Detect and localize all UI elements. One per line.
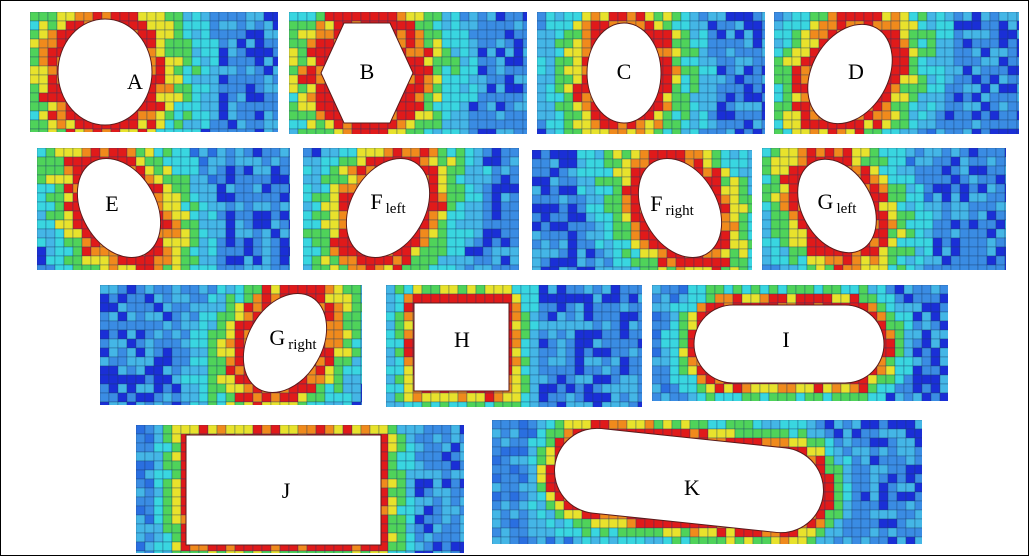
panel-label-letter: J: [281, 478, 291, 503]
stress-panel-b: B: [289, 12, 527, 134]
panel-label-subscript: left: [385, 201, 406, 217]
stress-panel-h: H: [386, 285, 642, 407]
mesh-contour-c: [537, 12, 765, 134]
mesh-contour-gr: [100, 285, 362, 405]
cutout-hole: [185, 434, 382, 546]
panel-label-letter: G: [269, 325, 286, 350]
cutout-hole: [76, 158, 162, 258]
cutout-hole: [413, 302, 510, 392]
mesh-contour-i: [652, 285, 948, 401]
panel-label-letter: I: [782, 327, 790, 352]
stress-panel-d: D: [774, 12, 1019, 134]
panel-label-letter: G: [817, 189, 834, 214]
stress-panel-e: E: [37, 148, 290, 270]
cutout-hole: [797, 158, 877, 254]
panel-label-subscript: right: [665, 203, 694, 219]
cutout-hole: [345, 158, 431, 258]
panel-label: E: [105, 193, 118, 215]
mesh-contour-fr: [532, 150, 752, 270]
stress-panel-j: J: [136, 425, 464, 553]
panel-label-letter: K: [684, 475, 700, 500]
cutout-hole: [57, 18, 153, 126]
panel-label-letter: H: [454, 327, 470, 352]
stress-panel-a: A: [30, 12, 278, 132]
cutout-hole: [637, 158, 723, 258]
mesh-contour-k: [492, 420, 922, 544]
cutout-hole: [242, 293, 328, 393]
cutout-hole: [320, 22, 414, 124]
panel-label-letter: F: [370, 189, 383, 214]
panel-label: C: [617, 61, 632, 83]
mesh-contour-d: [774, 12, 1019, 134]
panel-label: B: [360, 61, 375, 83]
mesh-contour-j: [136, 425, 464, 553]
panel-label-subscript: left: [836, 201, 857, 217]
cutout-hole: [807, 23, 893, 125]
cutout-hole: [586, 22, 662, 124]
mesh-contour-h: [386, 285, 642, 407]
cutout-hole: [693, 304, 885, 384]
panel-label: A: [127, 71, 143, 93]
cutout-hole: [554, 427, 824, 534]
stress-panel-c: C: [537, 12, 765, 134]
mesh-contour-a: [30, 12, 278, 132]
panel-label: H: [454, 329, 470, 351]
panel-label: K: [684, 477, 700, 499]
panel-label: I: [782, 329, 789, 351]
stress-panel-i: I: [652, 285, 948, 401]
panel-label-letter: A: [127, 69, 143, 94]
panel-label: D: [848, 61, 864, 83]
mesh-contour-e: [37, 148, 290, 270]
panel-label-letter: C: [616, 59, 632, 84]
mesh-contour-b: [289, 12, 527, 134]
panel-label-letter: F: [650, 191, 663, 216]
stress-panel-k: K: [492, 420, 922, 544]
panel-label-letter: B: [359, 59, 375, 84]
mesh-contour-gl: [762, 148, 1006, 270]
panel-label-subscript: right: [288, 337, 317, 353]
panel-label-letter: D: [848, 59, 864, 84]
panel-label-letter: E: [105, 191, 119, 216]
panel-label: J: [282, 480, 291, 502]
mesh-contour-fl: [303, 148, 519, 270]
